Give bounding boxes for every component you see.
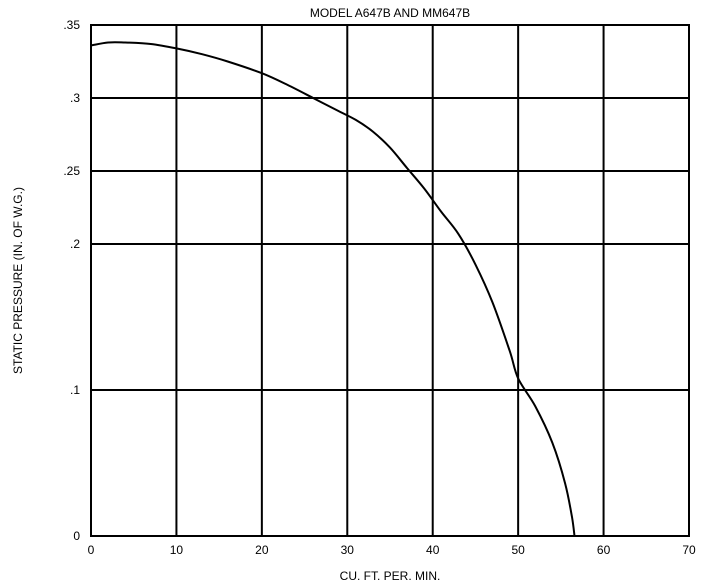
x-tick-label-60: 60 [597,543,611,557]
x-tick-label-0: 0 [88,543,95,557]
x-tick-label-20: 20 [255,543,269,557]
grid [91,25,689,536]
x-tick-labels: 0 10 20 30 40 50 60 70 [88,543,696,557]
y-tick-label-4: .25 [63,164,80,178]
y-tick-label-5: .3 [70,91,80,105]
x-tick-label-10: 10 [170,543,184,557]
x-axis-label: CU. FT. PER. MIN. [340,569,441,583]
y-axis-label: STATIC PRESSURE (IN. OF W.G.) [11,187,25,374]
y-tick-labels: 0 .1 .2 .25 .3 .35 [63,18,80,543]
y-tick-label-3: .2 [70,237,80,251]
y-tick-label-6: .35 [63,18,80,32]
x-tick-label-30: 30 [341,543,355,557]
plot-frame [90,24,690,537]
y-tick-label-1: 0 [73,529,80,543]
x-tick-label-50: 50 [511,543,525,557]
x-tick-label-40: 40 [426,543,440,557]
x-tick-label-70: 70 [682,543,696,557]
chart-title: MODEL A647B AND MM647B [310,6,470,20]
y-tick-label-2: .1 [70,383,80,397]
pressure-curve [90,41,576,537]
